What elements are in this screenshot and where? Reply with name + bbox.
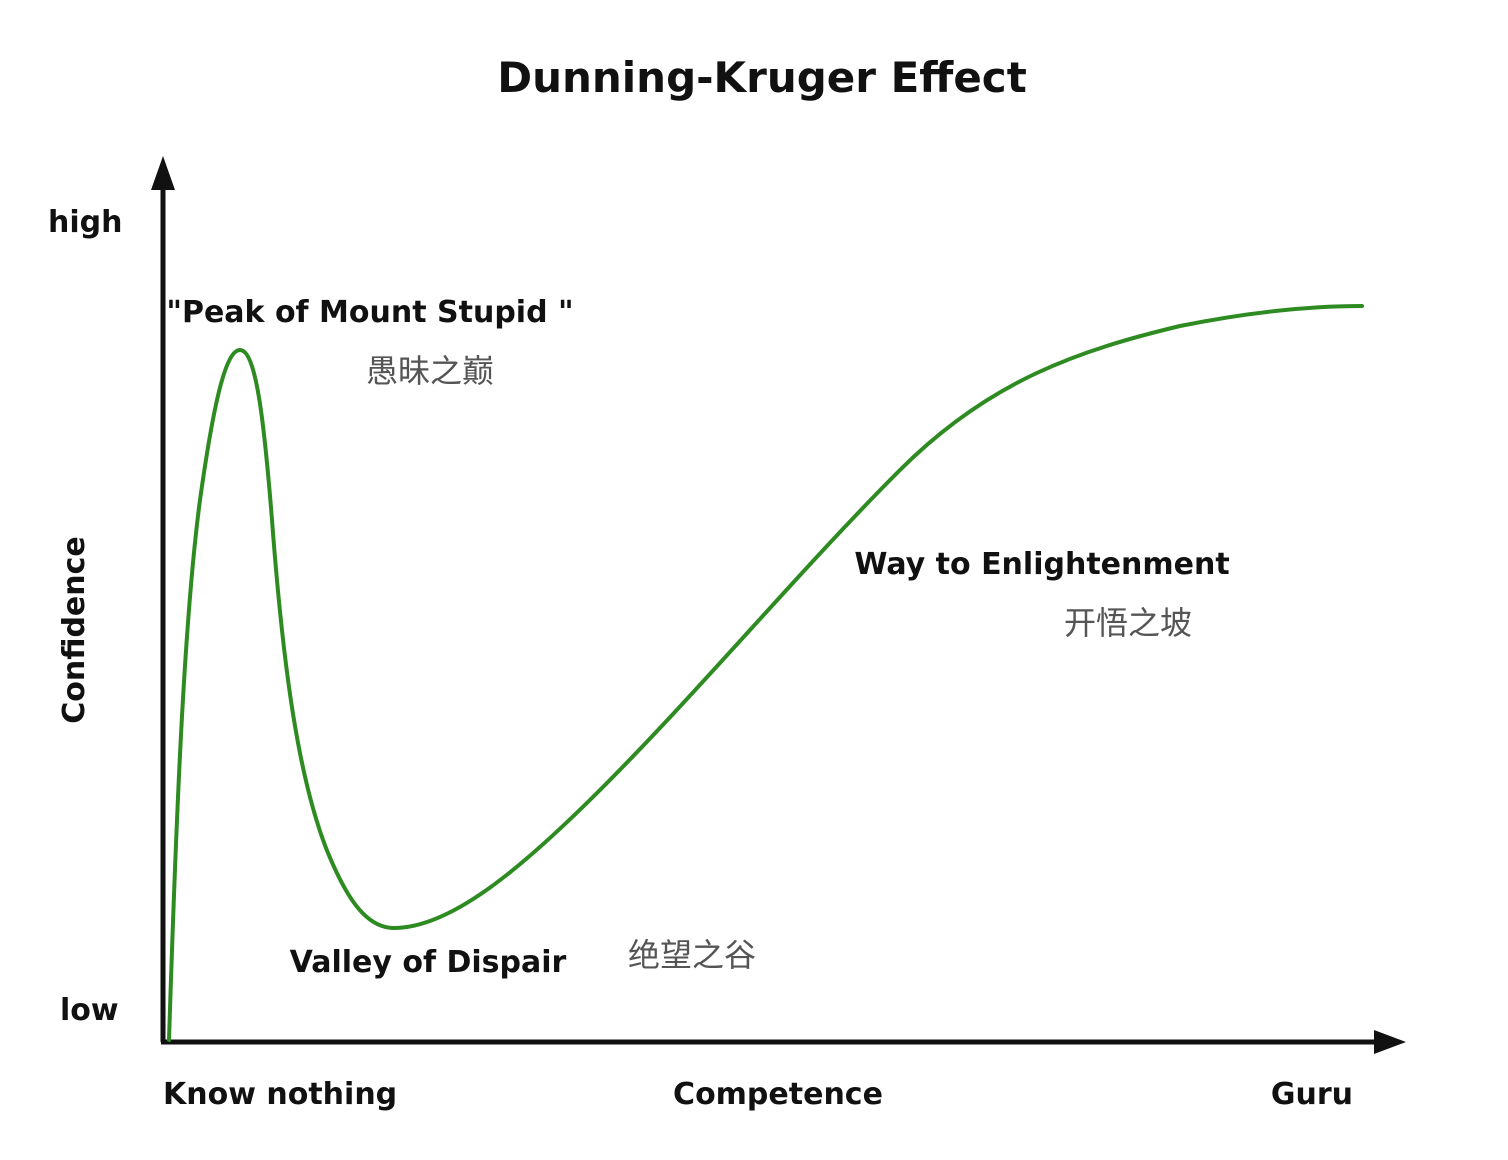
peak-label-chinese: 愚昧之巅 [366,352,494,390]
x-axis-title: Competence [673,1077,883,1112]
x-axis-end-label: Guru [1271,1077,1353,1112]
valley-label: Valley of Dispair [290,945,567,980]
x-axis-start-label: Know nothing [163,1077,397,1112]
x-axis-arrowhead [1374,1030,1406,1054]
y-axis-high-label: high [48,205,122,240]
peak-label: "Peak of Mount Stupid " [166,295,573,330]
y-axis-title: Confidence [57,536,92,724]
y-axis-arrowhead [151,156,175,190]
diagram-title: Dunning-Kruger Effect [497,53,1027,102]
slope-label-chinese: 开悟之坡 [1064,604,1192,642]
y-axis-low-label: low [60,993,119,1028]
confidence-curve [167,304,1364,1042]
slope-label: Way to Enlightenment [854,547,1229,582]
valley-label-chinese: 绝望之谷 [628,936,756,974]
